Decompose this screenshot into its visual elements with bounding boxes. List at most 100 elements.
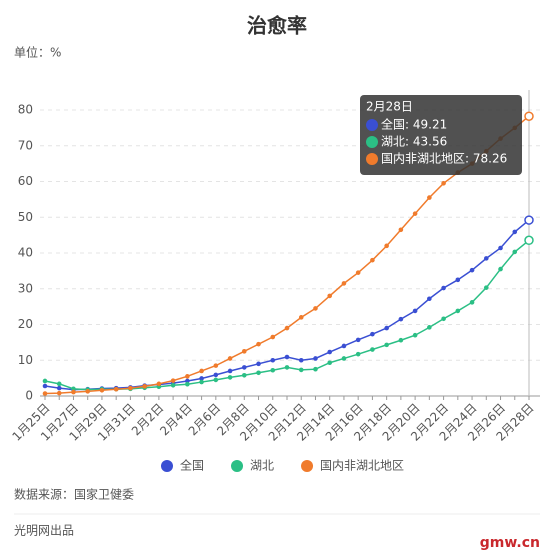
data-point bbox=[327, 360, 333, 366]
data-point bbox=[412, 211, 418, 216]
data-point bbox=[355, 270, 361, 275]
data-point bbox=[341, 281, 347, 286]
data-point bbox=[256, 341, 261, 347]
y-tick-label: 30 bbox=[18, 281, 33, 295]
data-point bbox=[341, 356, 347, 361]
data-point bbox=[427, 325, 432, 330]
data-point bbox=[398, 227, 404, 233]
data-point bbox=[213, 377, 219, 383]
tooltip-line: 国内非湖北地区: 78.26 bbox=[381, 151, 507, 166]
data-point bbox=[227, 375, 233, 380]
legend-marker bbox=[231, 460, 244, 472]
data-point bbox=[270, 367, 276, 373]
tooltip-title: 2月28日 bbox=[366, 100, 413, 114]
data-point bbox=[469, 300, 475, 305]
data-point bbox=[469, 267, 475, 273]
tooltip-line: 全国: 49.21 bbox=[381, 117, 447, 132]
data-point bbox=[427, 195, 432, 200]
data-point bbox=[313, 366, 318, 372]
y-tick-label: 70 bbox=[18, 138, 33, 152]
legend-marker bbox=[161, 460, 173, 472]
tooltip-marker bbox=[366, 153, 378, 165]
y-tick-label: 80 bbox=[18, 103, 33, 117]
data-point bbox=[241, 365, 247, 370]
data-point bbox=[498, 266, 503, 272]
data-point bbox=[170, 382, 176, 388]
data-point bbox=[398, 316, 404, 322]
data-point bbox=[483, 256, 489, 261]
unit-label: 单位：% bbox=[14, 45, 61, 60]
data-point bbox=[341, 343, 347, 349]
data-point bbox=[441, 316, 446, 322]
data-point bbox=[241, 349, 247, 354]
data-point bbox=[227, 356, 233, 361]
data-point bbox=[284, 365, 290, 370]
legend-label: 国内非湖北地区 bbox=[320, 458, 404, 473]
data-point bbox=[213, 363, 219, 368]
data-point bbox=[455, 277, 461, 283]
data-point bbox=[199, 368, 204, 374]
y-tick-label: 20 bbox=[18, 317, 33, 331]
data-point bbox=[185, 378, 190, 384]
data-point bbox=[99, 387, 105, 393]
data-point bbox=[213, 372, 219, 378]
data-point bbox=[199, 376, 204, 381]
y-tick-label: 0 bbox=[25, 389, 33, 403]
data-point bbox=[85, 389, 91, 394]
data-point bbox=[370, 331, 375, 337]
data-point bbox=[284, 325, 290, 331]
data-point bbox=[412, 332, 418, 338]
data-point bbox=[298, 367, 304, 373]
y-tick-label: 10 bbox=[18, 353, 33, 367]
data-point bbox=[284, 354, 290, 360]
data-point bbox=[524, 235, 534, 246]
data-point bbox=[113, 386, 119, 392]
data-point bbox=[71, 386, 76, 392]
credit: 光明网出品 bbox=[14, 524, 74, 538]
data-point bbox=[156, 381, 162, 387]
data-point bbox=[327, 293, 333, 299]
data-point bbox=[199, 379, 204, 385]
data-point bbox=[256, 370, 261, 376]
y-tick-label: 40 bbox=[18, 246, 33, 260]
tooltip-marker bbox=[366, 136, 378, 148]
data-point bbox=[256, 361, 261, 367]
data-point bbox=[185, 381, 190, 387]
y-tick-label: 60 bbox=[18, 174, 33, 188]
data-point bbox=[313, 306, 318, 311]
data-point bbox=[355, 351, 361, 357]
data-point bbox=[441, 285, 446, 291]
data-point bbox=[512, 249, 518, 255]
data-point bbox=[427, 296, 432, 302]
data-point bbox=[142, 384, 147, 389]
data-point bbox=[313, 356, 318, 361]
data-point bbox=[42, 378, 48, 384]
data-point bbox=[42, 383, 48, 389]
logo: gmw.cn bbox=[480, 535, 540, 551]
data-point bbox=[56, 381, 62, 387]
data-point bbox=[270, 357, 276, 363]
data-point bbox=[327, 349, 333, 355]
data-point bbox=[384, 342, 389, 348]
data-point bbox=[227, 368, 233, 374]
data-point bbox=[270, 334, 276, 340]
tooltip-box bbox=[360, 95, 522, 175]
data-point bbox=[56, 385, 62, 391]
tooltip-line: 湖北: 43.56 bbox=[381, 134, 447, 149]
data-point bbox=[298, 315, 304, 320]
data-point bbox=[71, 389, 76, 395]
data-point bbox=[441, 180, 446, 186]
data-point bbox=[384, 243, 389, 249]
data-point bbox=[42, 391, 48, 396]
y-tick-label: 50 bbox=[18, 210, 33, 224]
data-point bbox=[483, 285, 489, 290]
tooltip-marker bbox=[366, 119, 378, 131]
data-point bbox=[524, 111, 534, 121]
data-point bbox=[498, 245, 503, 251]
data-point bbox=[241, 372, 247, 378]
data-point bbox=[185, 374, 190, 379]
data-point bbox=[512, 229, 518, 235]
source: 数据来源：国家卫健委 bbox=[14, 487, 134, 502]
